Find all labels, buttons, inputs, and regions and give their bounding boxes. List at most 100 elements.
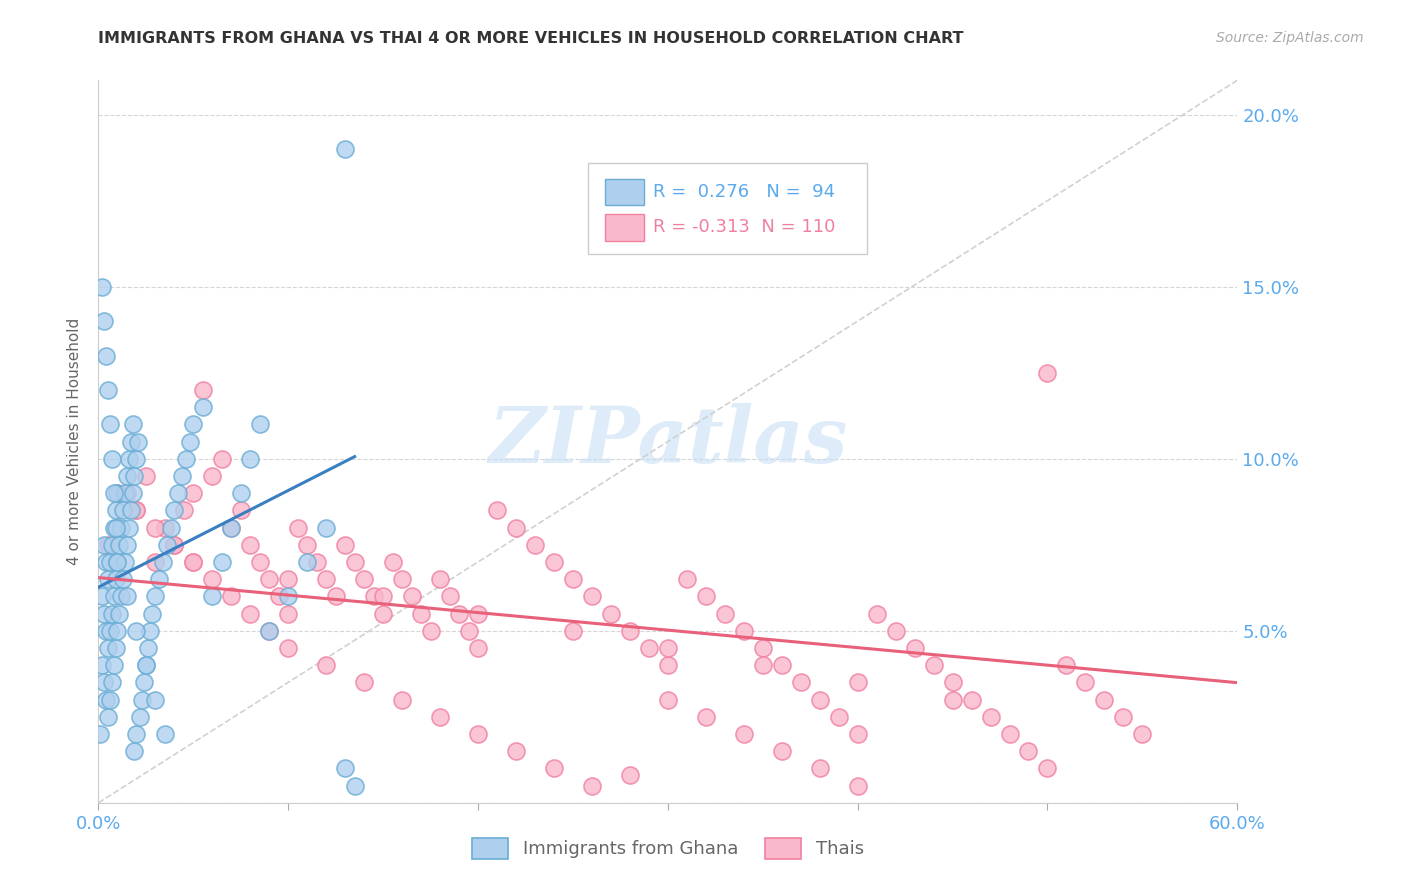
Point [770, 744, 793, 758]
Point [866, 607, 889, 621]
Point [112, 503, 135, 517]
Point [201, 590, 224, 604]
Point [714, 607, 737, 621]
Point [371, 607, 394, 621]
Point [562, 624, 585, 638]
Point [371, 590, 394, 604]
Point [100, 451, 122, 466]
Point [657, 640, 679, 655]
Point [104, 520, 127, 534]
FancyBboxPatch shape [588, 163, 868, 253]
Point [343, 779, 366, 793]
Point [125, 503, 148, 517]
Point [103, 658, 125, 673]
Point [112, 572, 135, 586]
Point [449, 607, 471, 621]
Point [170, 469, 193, 483]
Point [259, 624, 281, 638]
Point [239, 607, 262, 621]
Point [107, 486, 129, 500]
Point [353, 675, 375, 690]
Point [135, 658, 157, 673]
Point [125, 503, 148, 517]
Point [229, 486, 252, 500]
Point [259, 572, 281, 586]
Point [486, 503, 509, 517]
Point [163, 538, 186, 552]
Point [156, 538, 179, 552]
Point [770, 658, 793, 673]
Point [221, 520, 243, 534]
Point [100, 675, 122, 690]
Point [638, 640, 661, 655]
Point [94, 692, 117, 706]
Point [562, 572, 585, 586]
Point [141, 607, 163, 621]
Point [124, 469, 146, 483]
Point [239, 538, 262, 552]
Point [93, 538, 115, 552]
Point [136, 640, 159, 655]
Point [581, 590, 603, 604]
Point [120, 434, 142, 449]
Point [391, 692, 413, 706]
Point [343, 555, 366, 569]
Point [353, 572, 375, 586]
Point [97, 383, 120, 397]
Point [97, 572, 120, 586]
Point [922, 658, 945, 673]
Point [904, 640, 927, 655]
Point [201, 572, 224, 586]
Point [125, 727, 148, 741]
Point [695, 710, 717, 724]
Point [942, 675, 965, 690]
Point [121, 486, 143, 500]
Point [152, 555, 174, 569]
Point [104, 640, 127, 655]
Point [125, 624, 148, 638]
Point [145, 555, 167, 569]
Point [960, 692, 983, 706]
Y-axis label: 4 or more Vehicles in Household: 4 or more Vehicles in Household [67, 318, 83, 566]
Point [467, 607, 489, 621]
Point [114, 555, 136, 569]
Point [108, 538, 131, 552]
Point [211, 451, 233, 466]
FancyBboxPatch shape [605, 214, 644, 241]
Point [118, 451, 141, 466]
Legend: Immigrants from Ghana, Thais: Immigrants from Ghana, Thais [465, 830, 870, 866]
Text: IMMIGRANTS FROM GHANA VS THAI 4 OR MORE VEHICLES IN HOUSEHOLD CORRELATION CHART: IMMIGRANTS FROM GHANA VS THAI 4 OR MORE … [98, 31, 965, 46]
Point [239, 451, 262, 466]
Point [174, 451, 197, 466]
Point [335, 761, 357, 775]
Point [1036, 761, 1059, 775]
Point [103, 590, 125, 604]
Point [543, 761, 565, 775]
Point [183, 555, 205, 569]
Point [173, 503, 195, 517]
Point [1132, 727, 1154, 741]
Point [183, 486, 205, 500]
Point [277, 607, 299, 621]
Point [163, 538, 186, 552]
Point [97, 640, 120, 655]
Point [277, 640, 299, 655]
FancyBboxPatch shape [605, 178, 644, 205]
Point [115, 469, 138, 483]
Point [97, 538, 120, 552]
Point [98, 555, 121, 569]
Point [808, 692, 831, 706]
Point [1056, 658, 1078, 673]
Point [846, 779, 869, 793]
Point [249, 555, 271, 569]
Point [153, 727, 176, 741]
Point [93, 314, 115, 328]
Point [505, 520, 527, 534]
Point [733, 727, 755, 741]
Point [183, 555, 205, 569]
Point [104, 572, 127, 586]
Point [110, 590, 132, 604]
Point [305, 555, 328, 569]
Point [94, 555, 117, 569]
Point [153, 520, 176, 534]
